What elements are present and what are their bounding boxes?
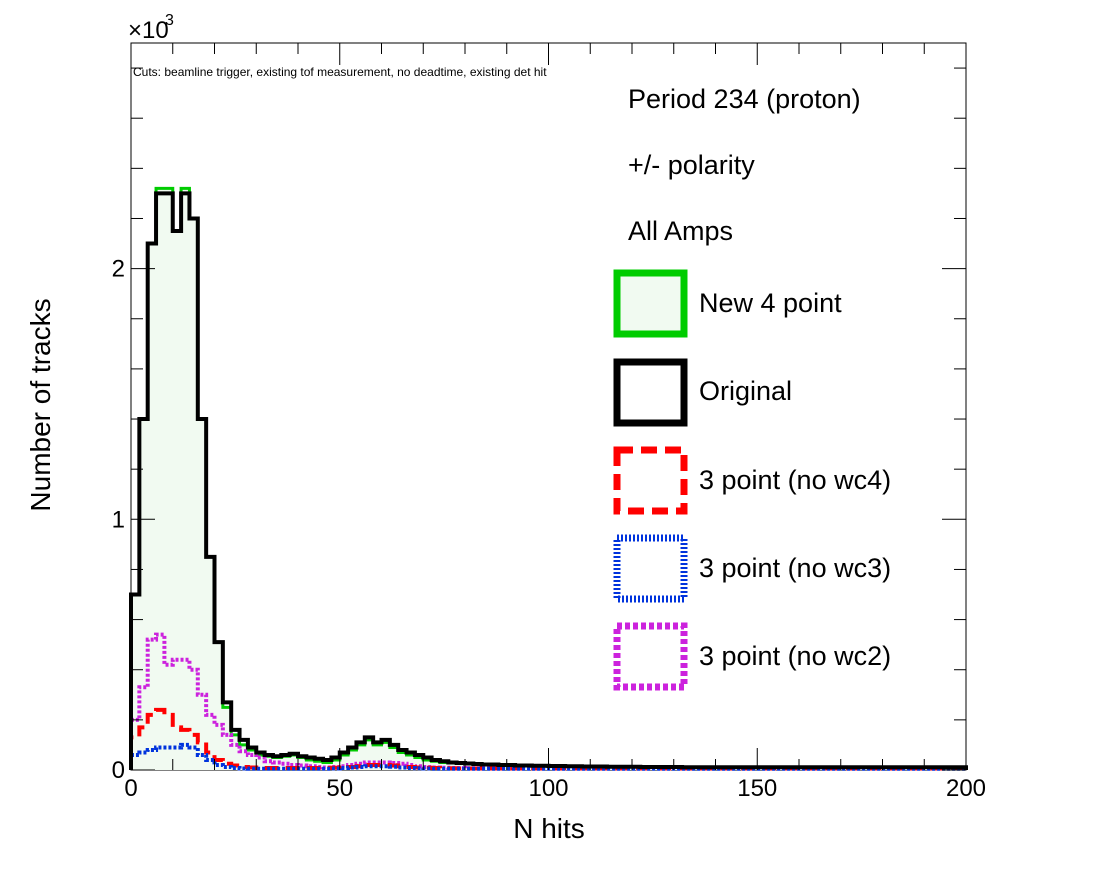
- cuts-note: Cuts: beamline trigger, existing tof mea…: [133, 65, 547, 79]
- histogram-series-3-point-no-wc3: [129, 742, 968, 771]
- x-tick-label: 200: [946, 775, 986, 802]
- y-scale-factor-base: ×10: [128, 17, 169, 44]
- y-scale-factor-exponent: 3: [165, 12, 174, 29]
- x-tick-label: 100: [528, 775, 568, 802]
- legend-header-period: Period 234 (proton): [628, 84, 861, 114]
- histogram-series-original: [129, 191, 968, 770]
- legend-swatch-no-wc4: [613, 446, 688, 515]
- legend-label-no-wc2: 3 point (no wc2): [699, 641, 891, 671]
- legend-label-no-wc3: 3 point (no wc3): [699, 553, 891, 583]
- x-tick-label: 0: [124, 775, 137, 802]
- y-tick-label: 2: [112, 256, 125, 283]
- legend: New 4 point Original 3 point (no wc4) 3 …: [613, 269, 891, 691]
- y-axis-title: Number of tracks: [25, 298, 56, 511]
- legend-header-polarity: +/- polarity: [628, 150, 755, 180]
- x-tick-label: 150: [737, 775, 777, 802]
- legend-swatch-new-4-point: [613, 269, 688, 338]
- plot-frame: [130, 42, 967, 771]
- legend-label-no-wc4: 3 point (no wc4): [699, 465, 891, 495]
- legend-label-original: Original: [699, 376, 792, 406]
- y-tick-label: 0: [112, 757, 125, 784]
- y-tick-label: 1: [112, 506, 125, 533]
- y-axis-ticks: 0 1 2: [112, 67, 966, 784]
- legend-header-amps: All Amps: [628, 216, 733, 246]
- legend-swatch-no-wc3: [613, 534, 688, 603]
- legend-swatch-original: [613, 358, 688, 427]
- x-axis-ticks: 0 50 100 150 200: [124, 43, 986, 802]
- legend-label-new-4-point: New 4 point: [699, 288, 842, 318]
- histogram-layer: [129, 186, 968, 771]
- x-axis-title: N hits: [513, 813, 585, 844]
- legend-swatch-no-wc2: [613, 622, 688, 691]
- x-tick-label: 50: [326, 775, 353, 802]
